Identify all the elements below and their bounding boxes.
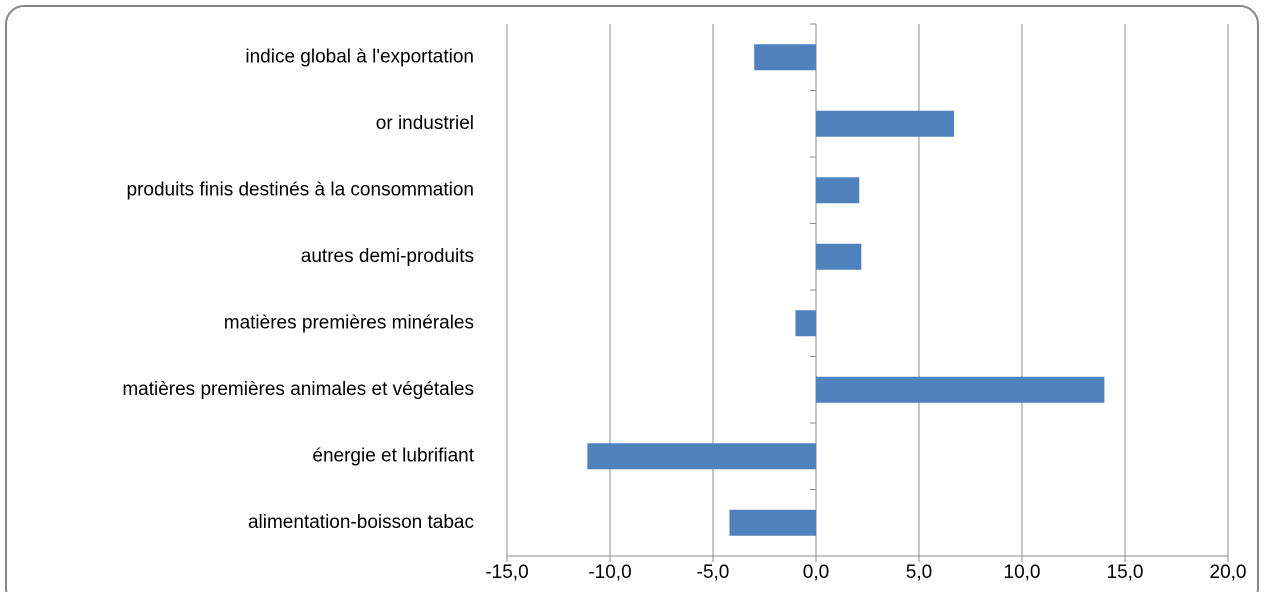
bar [729,509,816,536]
bar [754,44,816,71]
y-tick-label: matières premières animales et végétales [122,379,474,400]
y-tick-label: or industriel [376,113,474,134]
x-tick-label: -5,0 [697,562,730,583]
y-tick-label: autres demi-produits [301,246,474,267]
bar [816,110,955,137]
x-tick-label: 5,0 [906,562,932,583]
y-tick-label: alimentation-boisson tabac [248,512,474,533]
x-tick-label: 15,0 [1107,562,1144,583]
bar [816,376,1105,403]
x-tick-label: -15,0 [485,562,528,583]
y-tick-label: produits finis destinés à la consommatio… [127,179,474,200]
bar [587,443,816,470]
x-tick-label: 0,0 [803,562,829,583]
y-tick-label: matières premières minérales [224,312,474,333]
x-tick-label: -10,0 [588,562,631,583]
bar [816,243,862,270]
bar [816,177,860,204]
chart-border [5,5,1259,592]
x-tick-label: 10,0 [1004,562,1041,583]
y-tick-label: énergie et lubrifiant [312,445,474,466]
bar [795,310,816,337]
x-tick-label: 20,0 [1210,562,1247,583]
y-tick-label: indice global à l'exportation [245,46,474,67]
